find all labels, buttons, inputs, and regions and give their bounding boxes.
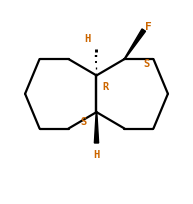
Text: H: H bbox=[93, 149, 100, 159]
Polygon shape bbox=[94, 113, 99, 143]
Text: F: F bbox=[145, 22, 152, 31]
Text: S: S bbox=[144, 59, 150, 69]
Text: S: S bbox=[81, 116, 87, 126]
Polygon shape bbox=[124, 30, 146, 60]
Text: H: H bbox=[85, 34, 91, 44]
Text: R: R bbox=[103, 82, 109, 92]
